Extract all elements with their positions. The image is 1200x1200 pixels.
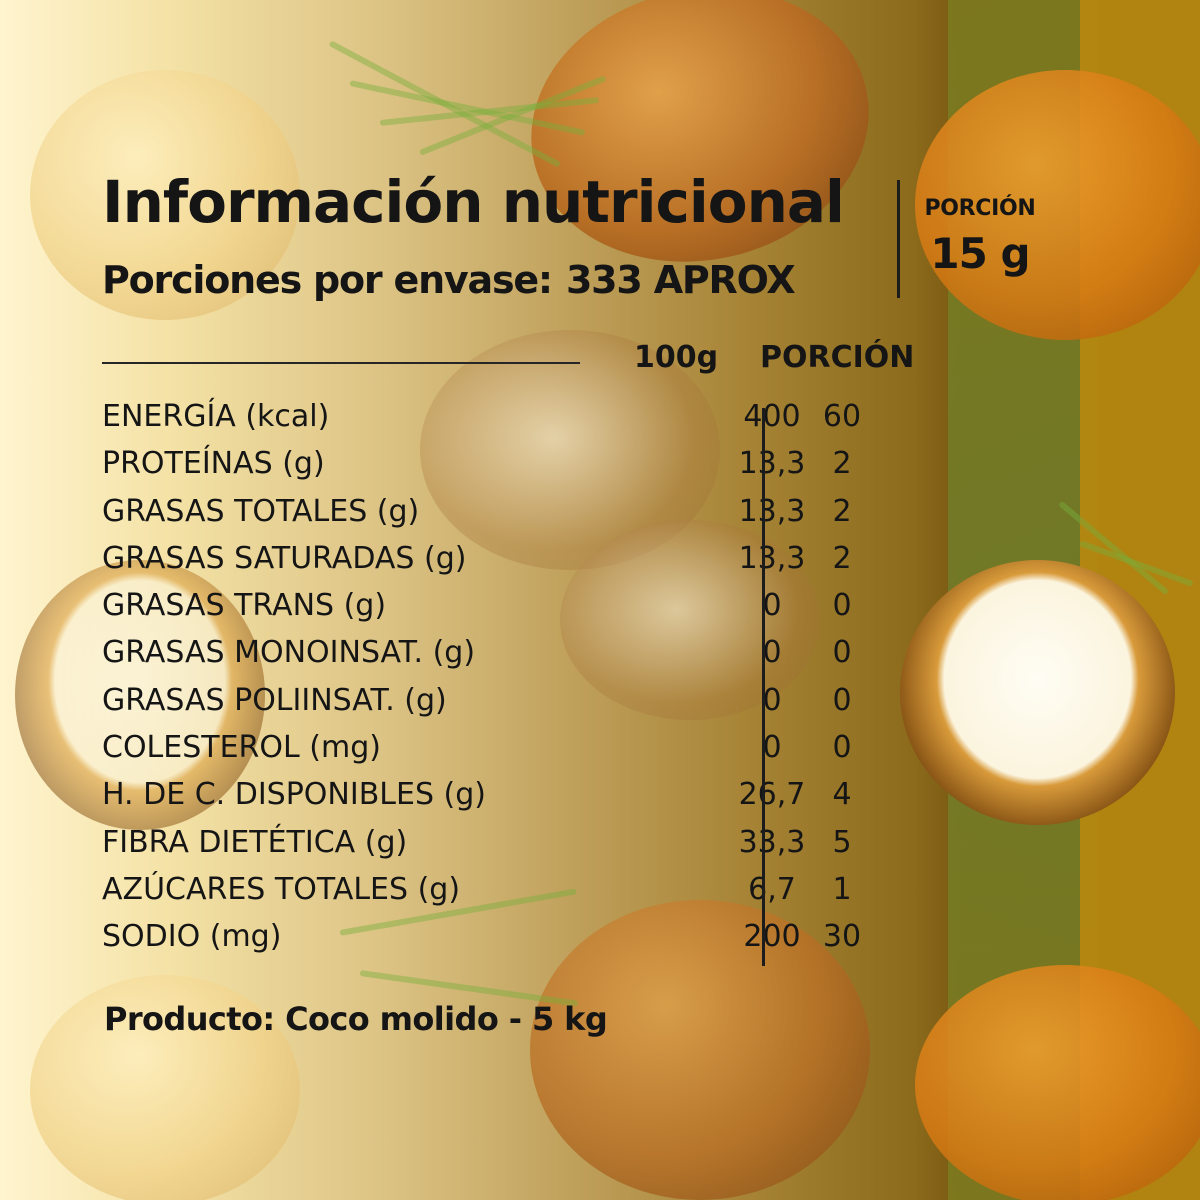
value-per-portion: 4 <box>832 777 852 813</box>
coconut-half-illustration <box>900 560 1175 825</box>
nutrient-label: FIBRA DIETÉTICA (g) <box>102 824 408 860</box>
nutrient-label: COLESTEROL (mg) <box>102 730 381 766</box>
value-per-100g: 33,3 <box>738 824 806 860</box>
portion-size-value: 15 g <box>930 229 1030 278</box>
value-per-portion: 60 <box>822 399 862 434</box>
table-row: AZÚCARES TOTALES (g) 6,7 1 <box>102 866 902 913</box>
coconut-illustration <box>530 900 870 1200</box>
value-per-100g: 0 <box>762 635 782 671</box>
nutrient-label: ENERGÍA (kcal) <box>102 399 330 434</box>
table-header-rule <box>102 362 580 364</box>
value-per-100g: 6,7 <box>748 871 796 907</box>
nutrient-label: H. DE C. DISPONIBLES (g) <box>102 777 486 813</box>
portion-size-box: PORCIÓN 15 g <box>905 196 1055 278</box>
nutrient-label: GRASAS SATURADAS (g) <box>102 540 467 576</box>
nutrient-label: GRASAS MONOINSAT. (g) <box>102 635 476 671</box>
value-per-portion: 5 <box>832 824 852 860</box>
nutrient-label: GRASAS POLIINSAT. (g) <box>102 682 447 718</box>
value-per-100g: 0 <box>762 730 782 766</box>
coconut-half-illustration <box>15 560 265 830</box>
product-name: Producto: Coco molido - 5 kg <box>104 1000 608 1038</box>
value-per-portion: 0 <box>832 588 852 624</box>
nutrition-table: ENERGÍA (kcal) 400 60 PROTEÍNAS (g) 13,3 2 G… <box>102 393 902 961</box>
value-per-portion: 0 <box>832 635 852 671</box>
nutrient-label: AZÚCARES TOTALES (g) <box>102 871 461 907</box>
column-header-100g: 100g <box>634 340 719 375</box>
column-header-portion: PORCIÓN <box>760 340 915 375</box>
value-per-100g: 26,7 <box>738 777 806 813</box>
value-per-portion: 2 <box>832 493 852 529</box>
nutrient-label: GRASAS TRANS (g) <box>102 588 387 624</box>
table-row: COLESTEROL (mg) 0 0 <box>102 724 902 771</box>
portion-size-label: PORCIÓN <box>924 196 1036 221</box>
value-per-100g: 13,3 <box>738 446 806 482</box>
nutrient-label: GRASAS TOTALES (g) <box>102 493 420 529</box>
coconut-illustration <box>560 520 820 720</box>
coconut-illustration <box>30 70 300 320</box>
servings-value: 333 APROX <box>565 258 796 302</box>
value-per-portion: 30 <box>822 919 862 955</box>
title-divider <box>897 180 900 298</box>
coconut-illustration <box>30 975 300 1200</box>
servings-per-package: Porciones por envase: 333 APROX <box>102 258 796 302</box>
value-per-portion: 2 <box>832 446 852 482</box>
value-per-portion: 1 <box>832 871 852 907</box>
value-per-portion: 0 <box>832 730 852 766</box>
table-row: GRASAS TRANS (g) 0 0 <box>102 582 902 629</box>
table-row: SODIO (mg) 200 30 <box>102 913 902 960</box>
table-row: H. DE C. DISPONIBLES (g) 26,7 4 <box>102 771 902 818</box>
servings-label: Porciones por envase: <box>102 258 553 302</box>
coconut-illustration <box>915 965 1200 1200</box>
table-row: GRASAS TOTALES (g) 13,3 2 <box>102 488 902 535</box>
value-per-100g: 0 <box>762 588 782 624</box>
table-row: ENERGÍA (kcal) 400 60 <box>102 393 902 440</box>
table-row: GRASAS SATURADAS (g) 13,3 2 <box>102 535 902 582</box>
coconut-illustration <box>505 0 895 293</box>
table-row: GRASAS MONOINSAT. (g) 0 0 <box>102 629 902 676</box>
table-row: FIBRA DIETÉTICA (g) 33,3 5 <box>102 819 902 866</box>
value-per-portion: 0 <box>832 682 852 718</box>
value-per-100g: 13,3 <box>738 493 806 529</box>
value-per-100g: 400 <box>743 399 801 434</box>
table-row: GRASAS POLIINSAT. (g) 0 0 <box>102 677 902 724</box>
value-per-100g: 200 <box>743 919 801 955</box>
nutrient-label: PROTEÍNAS (g) <box>102 446 325 482</box>
value-per-100g: 0 <box>762 682 782 718</box>
table-row: PROTEÍNAS (g) 13,3 2 <box>102 440 902 487</box>
column-divider <box>762 408 765 966</box>
page-title: Información nutricional <box>102 168 845 236</box>
nutrient-label: SODIO (mg) <box>102 919 282 955</box>
value-per-100g: 13,3 <box>738 540 806 576</box>
value-per-portion: 2 <box>832 540 852 576</box>
coconut-illustration <box>915 70 1200 340</box>
